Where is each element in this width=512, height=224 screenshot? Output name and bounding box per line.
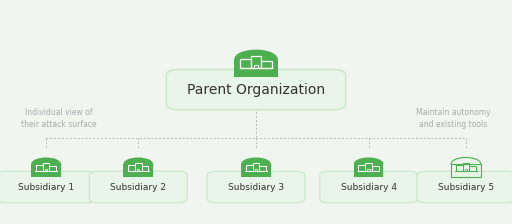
Bar	[45, 169, 47, 171]
FancyBboxPatch shape	[90, 171, 187, 203]
FancyBboxPatch shape	[319, 171, 417, 203]
Bar	[50, 166, 56, 171]
Bar	[365, 163, 372, 171]
Bar	[451, 164, 481, 177]
Wedge shape	[123, 157, 153, 164]
Wedge shape	[234, 50, 278, 59]
Bar	[465, 169, 467, 171]
Text: Individual view of
their attack surface: Individual view of their attack surface	[21, 108, 97, 129]
Bar	[137, 169, 139, 171]
FancyBboxPatch shape	[0, 171, 95, 203]
FancyBboxPatch shape	[417, 171, 512, 203]
Bar	[135, 163, 142, 171]
FancyBboxPatch shape	[166, 69, 346, 110]
Bar	[456, 165, 462, 171]
Bar	[31, 164, 61, 177]
Bar	[128, 165, 135, 171]
Text: Subsidiary 4: Subsidiary 4	[340, 183, 397, 192]
Bar	[246, 165, 252, 171]
Bar	[451, 164, 481, 177]
Text: Subsidiary 3: Subsidiary 3	[228, 183, 284, 192]
Bar	[254, 65, 258, 68]
Bar	[234, 59, 278, 77]
Wedge shape	[31, 157, 61, 164]
Text: Parent Organization: Parent Organization	[187, 83, 325, 97]
Bar	[36, 165, 42, 171]
Bar	[255, 169, 257, 171]
Bar	[358, 165, 365, 171]
Wedge shape	[241, 157, 271, 164]
Text: Subsidiary 1: Subsidiary 1	[18, 183, 74, 192]
Bar	[354, 164, 383, 177]
Bar	[42, 163, 50, 171]
Bar	[241, 59, 251, 68]
Bar	[142, 166, 148, 171]
Bar	[252, 163, 260, 171]
Bar	[261, 61, 271, 68]
Bar	[368, 169, 370, 171]
Bar	[241, 164, 271, 177]
Text: Subsidiary 2: Subsidiary 2	[110, 183, 166, 192]
Bar	[251, 56, 261, 68]
FancyBboxPatch shape	[207, 171, 305, 203]
Text: Subsidiary 5: Subsidiary 5	[438, 183, 494, 192]
Wedge shape	[451, 157, 481, 164]
Text: Maintain autonomy
and existing tools: Maintain autonomy and existing tools	[416, 108, 490, 129]
Wedge shape	[354, 157, 383, 164]
Bar	[462, 163, 470, 171]
Bar	[470, 166, 476, 171]
Bar	[372, 166, 379, 171]
Bar	[123, 164, 153, 177]
Bar	[260, 166, 266, 171]
